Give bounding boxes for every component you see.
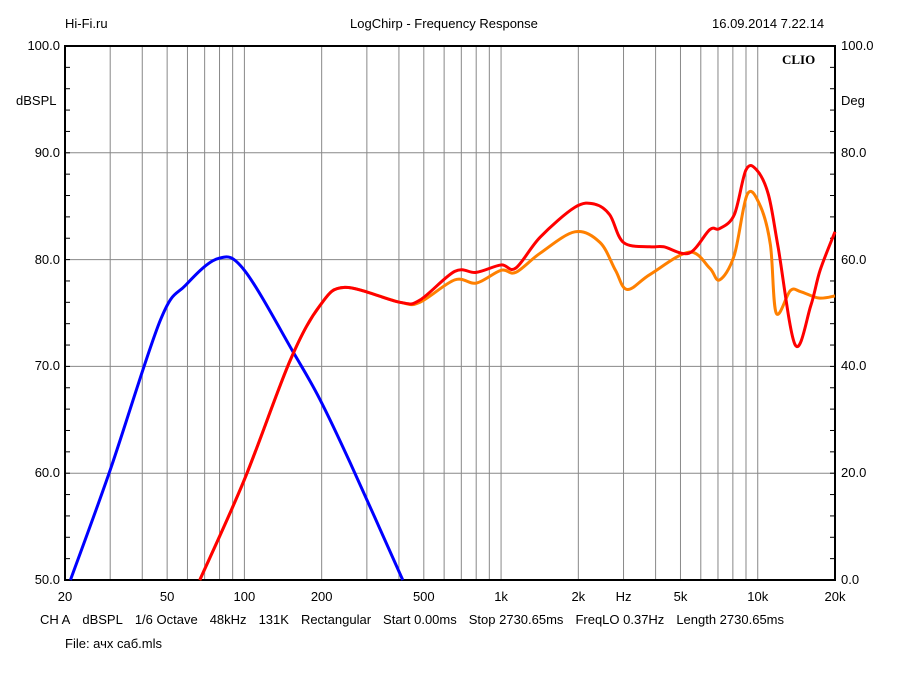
x-tick-label: 200 <box>310 589 333 604</box>
y2-tick-label: 100.0 <box>841 38 874 53</box>
series-line-subwoofer <box>69 255 405 581</box>
series-line-response-red <box>198 164 837 581</box>
x-tick-label: Hz <box>615 589 632 604</box>
file-name: File: ачх саб.mls <box>65 636 163 651</box>
measurement-info: CH A dBSPL 1/6 Octave 48kHz 131K Rectangular S… <box>40 612 796 627</box>
y2-tick-label: 0.0 <box>841 572 860 587</box>
clio-logo: CLIO <box>782 52 816 67</box>
plot-frame <box>64 45 836 581</box>
x-tick-label: 20 <box>57 589 73 604</box>
x-tick-label: 5k <box>673 589 688 604</box>
timestamp: 16.09.2014 7.22.14 <box>712 16 825 31</box>
x-tick-label: 50 <box>159 589 175 604</box>
info-field: Stop 2730.65ms <box>468 612 564 627</box>
y-tick-label: 90.0 <box>34 144 60 160</box>
info-field: 1/6 Octave <box>134 612 198 627</box>
x-tick-label: 1k <box>494 589 508 604</box>
x-tick-label: 10k <box>747 589 769 604</box>
y-tick-label: 80.0 <box>34 251 60 267</box>
y2-axis-label: Deg <box>841 93 865 108</box>
x-tick-label: 500 <box>412 589 435 604</box>
info-field: Length 2730.65ms <box>676 612 785 627</box>
y-tick-label: 60.0 <box>34 465 60 481</box>
y-axis-label: dBSPL <box>16 93 57 108</box>
series-line-response-orange <box>198 189 836 581</box>
info-field: Start 0.00ms <box>383 612 457 627</box>
info-field: dBSPL <box>82 612 123 627</box>
y2-tick-label: 60.0 <box>841 251 867 267</box>
info-field: CH A <box>40 612 71 627</box>
chart-title: LogChirp - Frequency Response <box>350 16 538 31</box>
info-field: FreqLO 0.37Hz <box>575 612 665 627</box>
x-tick-label: 20k <box>824 589 846 604</box>
y-tick-label: 50.0 <box>34 572 60 587</box>
info-field: 131K <box>258 612 289 627</box>
y2-tick-label: 40.0 <box>841 358 867 374</box>
y2-tick-label: 20.0 <box>841 465 867 481</box>
info-field: 48kHz <box>209 612 247 627</box>
x-tick-label: 2k <box>571 589 586 604</box>
info-field: Rectangular <box>300 612 372 627</box>
y2-tick-label: 80.0 <box>841 144 867 160</box>
x-tick-label: 100 <box>233 589 256 604</box>
y-tick-label: 70.0 <box>34 358 60 374</box>
y-tick-label: 100.0 <box>27 38 60 53</box>
site-label: Hi-Fi.ru <box>65 16 108 31</box>
